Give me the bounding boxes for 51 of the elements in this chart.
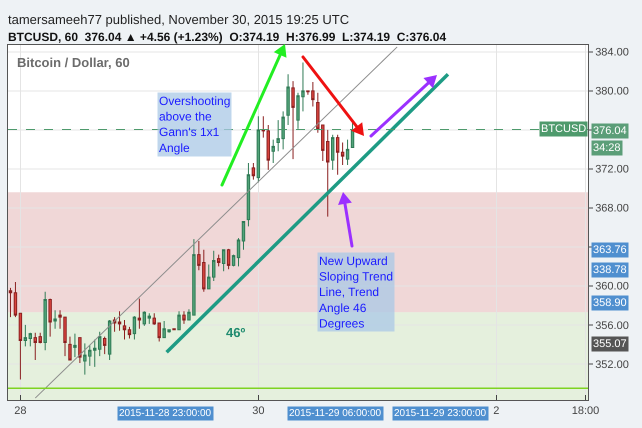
candlestick bbox=[256, 116, 260, 184]
x-tick-label: 28 bbox=[14, 405, 27, 418]
candlestick bbox=[346, 139, 350, 166]
ref-line-label: BTCUSD bbox=[541, 123, 586, 135]
candlestick bbox=[182, 310, 186, 324]
candlestick bbox=[132, 316, 136, 340]
candlestick bbox=[330, 134, 334, 170]
y-tick-label: 356.00 bbox=[595, 320, 629, 332]
annotation: Bitcoin / Dollar, 60 bbox=[17, 55, 130, 70]
y-tick-label: 384.00 bbox=[595, 46, 629, 59]
x-tick-label: 30 bbox=[252, 405, 264, 418]
y-tick-label: 360.00 bbox=[595, 280, 629, 293]
candlestick bbox=[286, 74, 290, 126]
y-tick-label: 352.00 bbox=[595, 358, 629, 371]
candlestick bbox=[242, 221, 246, 250]
candlestick bbox=[73, 333, 77, 358]
candlestick bbox=[177, 310, 181, 330]
text: 358.90 bbox=[593, 297, 627, 309]
text: 2015-11-28 23:00:00 bbox=[119, 408, 212, 419]
x-tick-label: 18:00 bbox=[572, 405, 600, 418]
candlestick bbox=[48, 298, 52, 338]
annotation: Overshooting above the Gann's 1x1 Angle bbox=[159, 94, 230, 155]
candlestick bbox=[226, 248, 230, 270]
candlestick bbox=[216, 254, 220, 267]
text: 338.78 bbox=[593, 264, 627, 276]
candlestick bbox=[78, 337, 82, 364]
candlestick bbox=[102, 336, 106, 355]
candlestick bbox=[272, 139, 275, 164]
text: 355.07 bbox=[593, 338, 627, 350]
text: 34:28 bbox=[593, 142, 621, 154]
candlestick bbox=[252, 162, 256, 180]
y-tick-label: 368.00 bbox=[595, 202, 629, 215]
candlestick bbox=[53, 310, 57, 330]
chart-title: tamersameeh77 published, November 30, 2015 19:25 UTC bbox=[8, 12, 350, 27]
candlestick bbox=[138, 298, 142, 330]
candlestick bbox=[108, 320, 112, 361]
text: 2015-11-29 23:00:00 bbox=[394, 408, 487, 419]
annotation: 46º bbox=[226, 325, 246, 340]
annotation: New Upward Sloping Trend Line, Trend Angle 46 Degrees bbox=[319, 254, 394, 330]
y-tick-label: 380.00 bbox=[595, 86, 629, 98]
text: 363.76 bbox=[593, 244, 627, 256]
x-tick-label: 2 bbox=[493, 405, 500, 418]
text: 2015-11-29 06:00:00 bbox=[289, 408, 382, 419]
candlestick bbox=[43, 291, 47, 351]
candlestick bbox=[291, 80, 295, 160]
y-tick-label: 372.00 bbox=[595, 164, 629, 176]
text: 376.04 bbox=[593, 125, 627, 137]
chart-subtitle: BTCUSD, 60 376.04 ▲ +4.56 (+1.23%) O:374.19 H:376.99 L:374.19 C:376.04 bbox=[8, 30, 446, 44]
candlestick bbox=[68, 336, 72, 361]
candlestick bbox=[222, 249, 226, 272]
candlestick bbox=[246, 162, 250, 227]
